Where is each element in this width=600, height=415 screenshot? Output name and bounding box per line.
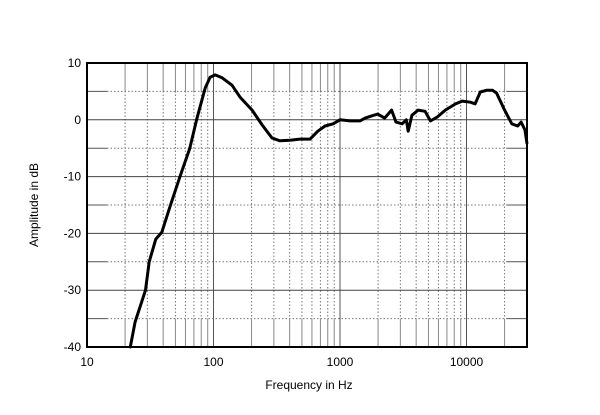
x-tick-label: 10000 (450, 355, 484, 369)
y-tick-label: -10 (64, 170, 82, 184)
data-series (128, 73, 529, 349)
frequency-response-line (128, 73, 529, 349)
grid-lines (87, 63, 527, 347)
y-axis-label: Amplitude in dB (27, 163, 41, 247)
y-tick-label: -20 (64, 226, 82, 240)
x-axis-label: Frequency in Hz (265, 378, 352, 392)
y-tick-label: -40 (64, 340, 82, 354)
y-tick-label: -30 (64, 283, 82, 297)
y-tick-label: 10 (68, 56, 82, 70)
x-axis-tick-labels: 10 100 1000 10000 (80, 355, 483, 369)
plot-frame (86, 62, 528, 348)
y-axis-tick-labels: 10 0 -10 -20 -30 -40 (64, 56, 82, 354)
x-tick-label: 1000 (327, 355, 354, 369)
x-tick-label: 10 (80, 355, 94, 369)
y-tick-label: 0 (74, 113, 81, 127)
x-tick-label: 100 (203, 355, 223, 369)
